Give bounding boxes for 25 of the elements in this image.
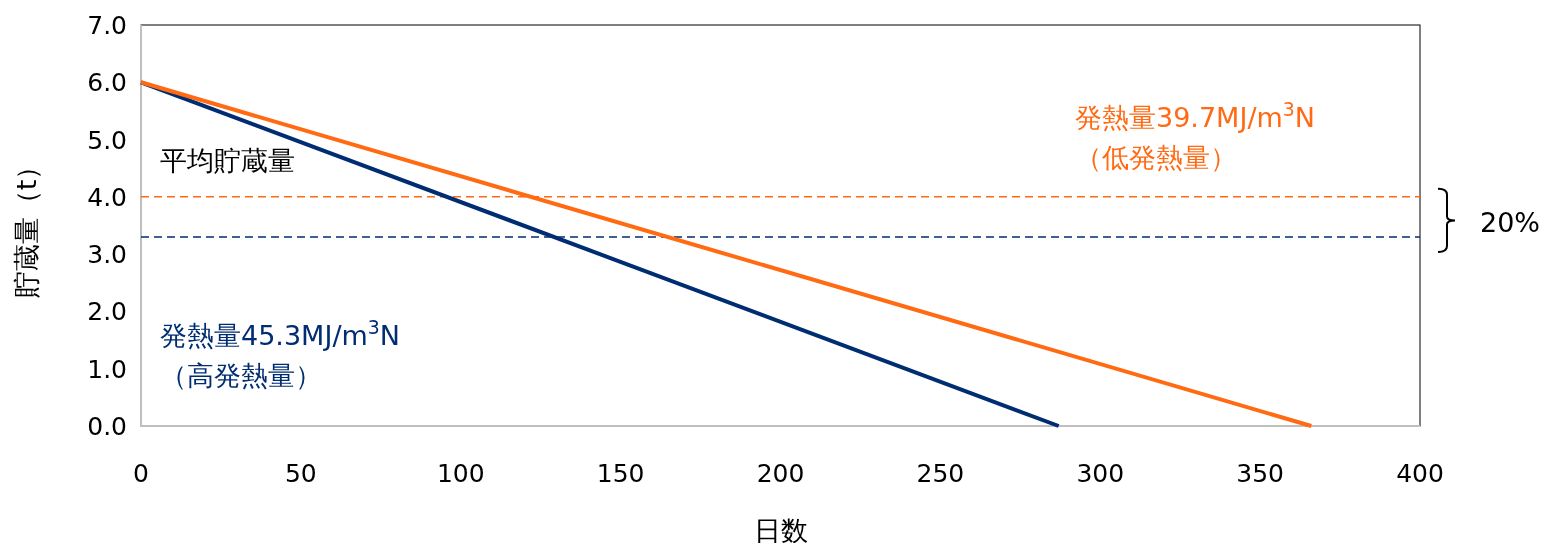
- x-tick-label: 0: [133, 459, 149, 488]
- text: 発熱量45.3MJ/m$^{3}$N: [160, 316, 401, 351]
- y-tick-label: 0.0: [87, 412, 127, 441]
- x-tick-label: 200: [756, 459, 805, 488]
- text: 20%: [1480, 207, 1541, 238]
- x-tick-label: 400: [1396, 459, 1444, 488]
- annotation: （低発熱量）: [1075, 142, 1237, 173]
- y-tick-label: 1.0: [87, 354, 127, 384]
- y-tick-label: 7.0: [87, 11, 127, 40]
- y-tick-label: 4.0: [87, 182, 127, 212]
- y-tick-label: 6.0: [87, 68, 127, 98]
- text: 発熱量39.7MJ/m$^{3}$N: [1075, 98, 1316, 133]
- x-tick-label: 100: [436, 459, 485, 488]
- y-tick-label: 2.0: [87, 297, 127, 327]
- annotation: 平均貯蔵量: [160, 145, 295, 176]
- x-tick-label: 350: [1236, 459, 1284, 488]
- x-tick-label: 250: [916, 459, 965, 488]
- annotation: （高発熱量）: [160, 360, 322, 391]
- y-axis-title: 貯蔵量（t）: [11, 152, 42, 299]
- x-axis-title: 日数: [753, 515, 808, 543]
- y-tick-label: 5.0: [87, 125, 127, 155]
- x-tick-label: 50: [284, 459, 317, 488]
- x-tick-label: 150: [596, 459, 645, 488]
- y-tick-label: 3.0: [87, 240, 127, 270]
- x-tick-label: 300: [1076, 459, 1125, 488]
